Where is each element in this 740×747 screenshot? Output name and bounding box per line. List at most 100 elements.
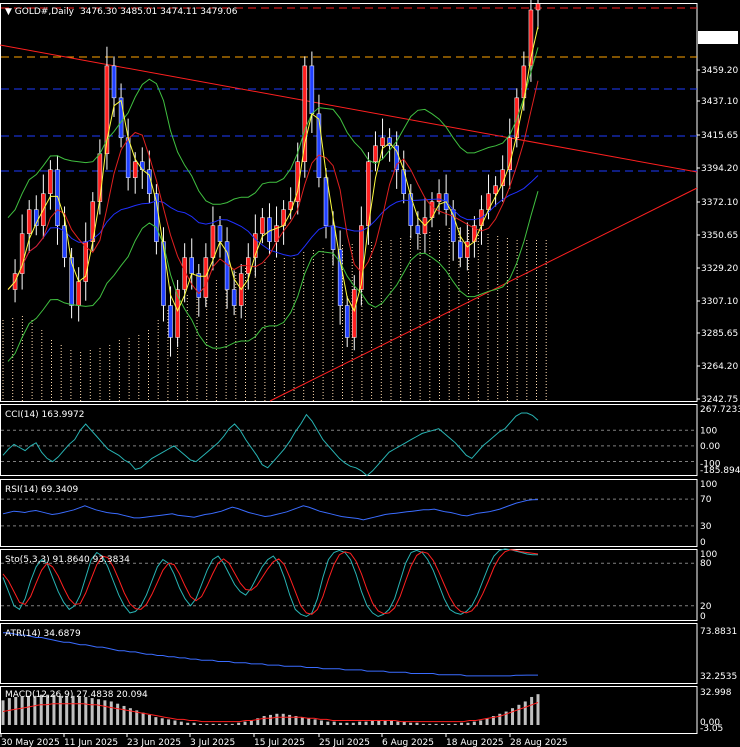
bear-candle	[140, 161, 145, 170]
macd-histogram-bar	[116, 703, 120, 725]
macd-histogram-bar	[122, 705, 126, 725]
bull-candle	[436, 193, 442, 202]
macd-histogram-bar	[383, 720, 387, 725]
macd-axis-min: -3.05	[700, 724, 723, 734]
price-tick-label: 3437.10	[701, 97, 738, 107]
macd-title: MACD(12,26,9) 27.4838 20.094	[5, 690, 148, 700]
macd-histogram-bar	[39, 694, 43, 725]
atr-title: ATR(14) 34.6879	[5, 629, 81, 639]
main-price-panel: 3459.20 3437.10 3415.65 3394.20 3372.10 3350.…	[0, 0, 738, 405]
cci-line	[2, 412, 539, 477]
macd-histogram-bar	[491, 716, 495, 725]
macd-histogram-bar	[243, 721, 247, 725]
bear-candle	[408, 193, 414, 226]
rsi-title: RSI(14) 69.3409	[5, 485, 78, 495]
ascending-trendline	[269, 187, 698, 402]
macd-histogram-bar	[160, 718, 164, 725]
macd-histogram-bar	[453, 723, 457, 725]
macd-histogram-bar	[218, 723, 222, 725]
macd-histogram-bar	[339, 722, 343, 725]
macd-histogram-bar	[58, 695, 62, 725]
bull-candle	[465, 241, 470, 258]
price-tick-label: 3415.65	[701, 131, 738, 141]
macd-histogram-bar	[1, 700, 5, 725]
macd-histogram-bar	[460, 722, 464, 725]
macd-histogram-bar	[173, 720, 177, 725]
bear-candle	[189, 257, 194, 274]
cci-axis-label: 100	[700, 426, 717, 436]
macd-histogram-bar	[434, 723, 438, 725]
macd-histogram-bar	[141, 712, 145, 725]
bear-candle	[309, 65, 315, 115]
macd-histogram-bar	[466, 722, 470, 725]
bear-candle	[217, 225, 223, 242]
macd-histogram-bar	[313, 719, 317, 725]
bear-candle	[330, 225, 336, 250]
atr-frame	[0, 623, 698, 684]
bear-candle	[168, 305, 173, 338]
macd-histogram-bar	[135, 710, 139, 725]
macd-histogram-bar	[396, 721, 400, 725]
macd-histogram-bar	[224, 723, 228, 725]
macd-histogram-bar	[345, 722, 349, 725]
price-tick-label: 3242.75	[701, 395, 738, 405]
macd-histogram-bar	[358, 721, 362, 725]
stochastic-k-line	[2, 548, 538, 618]
bear-candle	[69, 257, 74, 306]
cci-axis-label: 0.00	[700, 442, 720, 452]
macd-histogram-bar	[103, 700, 107, 725]
atr-line	[3, 632, 538, 677]
macd-histogram-bar	[65, 695, 69, 725]
bull-candle	[48, 169, 53, 194]
macd-histogram-bar	[167, 719, 171, 725]
macd-signal-line	[2, 702, 539, 723]
descending-trendline	[0, 44, 698, 173]
bull-candle	[507, 137, 512, 170]
date-tick-label: 3 Jul 2025	[190, 738, 235, 747]
current-price-label: 3479.06	[700, 34, 737, 44]
current-price-box	[698, 31, 738, 44]
bear-candle	[161, 241, 166, 306]
date-axis: 30 May 2025 11 Jun 2025 23 Jun 2025 3 Jul 2…	[0, 733, 568, 747]
macd-histogram-bar	[7, 698, 11, 725]
bull-candle	[253, 233, 258, 258]
bull-candle	[295, 161, 300, 202]
bull-candle	[352, 289, 357, 338]
moving-average-yellow	[7, 26, 539, 313]
atr-axis-min: 32.2535	[700, 672, 737, 682]
bear-candle	[458, 241, 463, 258]
cci-axis-label: 267.7233	[700, 405, 740, 415]
macd-histogram-bar	[307, 718, 311, 725]
bull-candle	[302, 65, 308, 162]
macd-histogram-bar	[326, 721, 330, 725]
bear-candle	[118, 97, 124, 139]
stochastic-axis-label: 0	[700, 612, 706, 622]
macd-histogram-bar	[351, 722, 355, 725]
moving-average-blue	[7, 175, 539, 290]
macd-histogram-bar	[415, 722, 419, 725]
macd-histogram-bar	[428, 723, 432, 725]
date-tick-label: 23 Jun 2025	[127, 738, 181, 747]
macd-histogram-bar	[90, 698, 94, 725]
macd-histogram-bar	[211, 723, 215, 725]
bear-candle	[196, 273, 202, 298]
price-tick-label: 3264.20	[701, 362, 738, 372]
macd-histogram-bar	[421, 723, 425, 725]
macd-histogram-bar	[530, 696, 534, 725]
cci-axis-label: -100	[700, 460, 721, 470]
price-tick-label: 3350.65	[701, 231, 738, 241]
macd-histogram-bar	[300, 717, 304, 725]
rsi-axis-label: 0	[700, 538, 706, 548]
macd-histogram-bar	[77, 696, 81, 725]
macd-histogram-bar	[205, 723, 209, 725]
bull-candle	[359, 225, 364, 290]
bollinger-upper	[7, 47, 539, 219]
bull-candle	[210, 225, 216, 258]
rsi-frame	[0, 479, 698, 547]
macd-histogram-bar	[20, 696, 24, 725]
bear-candle	[415, 225, 421, 234]
cci-frame	[0, 404, 698, 476]
macd-histogram-bar	[332, 721, 336, 725]
macd-frame	[0, 686, 698, 734]
